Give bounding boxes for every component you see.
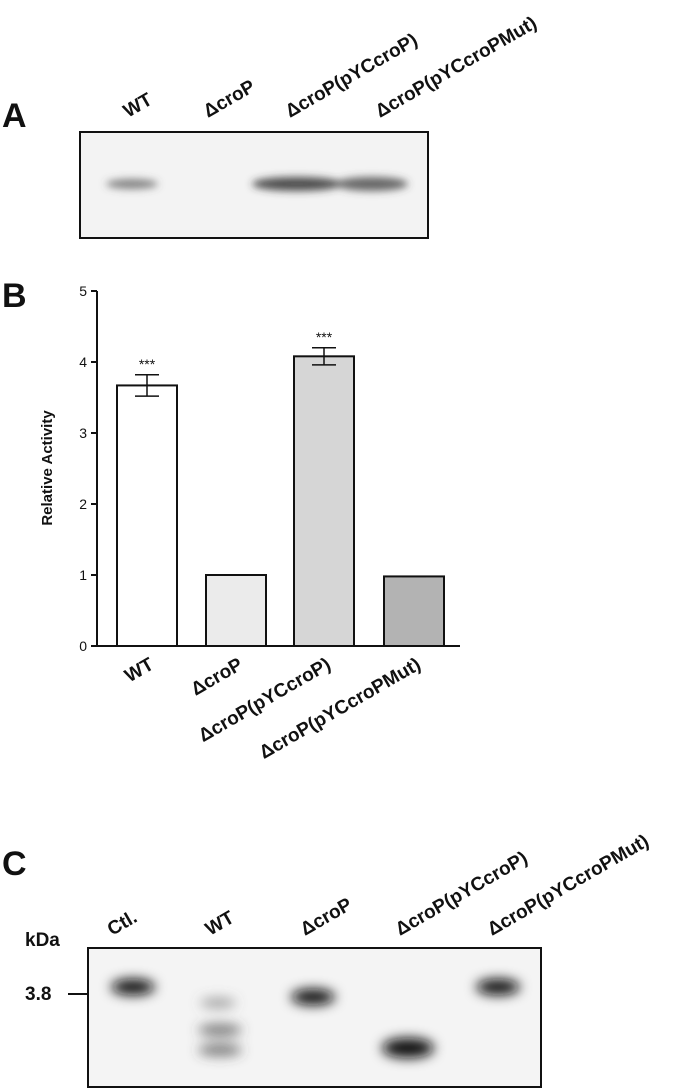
bar: [293, 355, 355, 647]
lane-label: WT: [120, 89, 156, 122]
lane-label: Ctl.: [104, 907, 141, 940]
y-tick-label: 2: [79, 496, 87, 512]
panel-label: C: [2, 845, 27, 883]
marker-label: 3.8: [25, 984, 51, 1005]
lane-label: WT: [202, 907, 238, 940]
y-tick-label: 3: [79, 425, 87, 441]
lane-label: ΔcroP: [297, 894, 356, 940]
bar: [116, 384, 178, 647]
bands-a: [106, 177, 408, 191]
error-bar: [135, 374, 159, 397]
bar: [383, 575, 445, 647]
x-tick-label: WT: [121, 654, 157, 687]
lane-label: ΔcroP: [200, 76, 259, 122]
y-tick-label: 1: [79, 567, 87, 583]
x-tick-label: ΔcroP: [188, 654, 247, 700]
y-tick-label: 4: [79, 354, 87, 370]
bar: [205, 574, 267, 647]
y-axis-label: Relative Activity: [39, 410, 56, 526]
lane-label: ΔcroP(pYCcroPMut): [372, 13, 541, 122]
panel-label: A: [2, 97, 27, 135]
panel-label: B: [2, 277, 27, 315]
y-tick-label: 0: [79, 638, 87, 654]
x-tick-label: ΔcroP(pYCcroPMut): [256, 654, 425, 763]
error-bar: [312, 347, 336, 366]
blot-c: [87, 947, 542, 1088]
lane-label: ΔcroP(pYCcroPMut): [484, 831, 653, 940]
y-tick-label: 5: [79, 283, 87, 299]
significance: ***: [316, 329, 333, 345]
significance: ***: [139, 356, 156, 372]
bands-c: [111, 979, 520, 1058]
unit-label: kDa: [25, 930, 60, 951]
